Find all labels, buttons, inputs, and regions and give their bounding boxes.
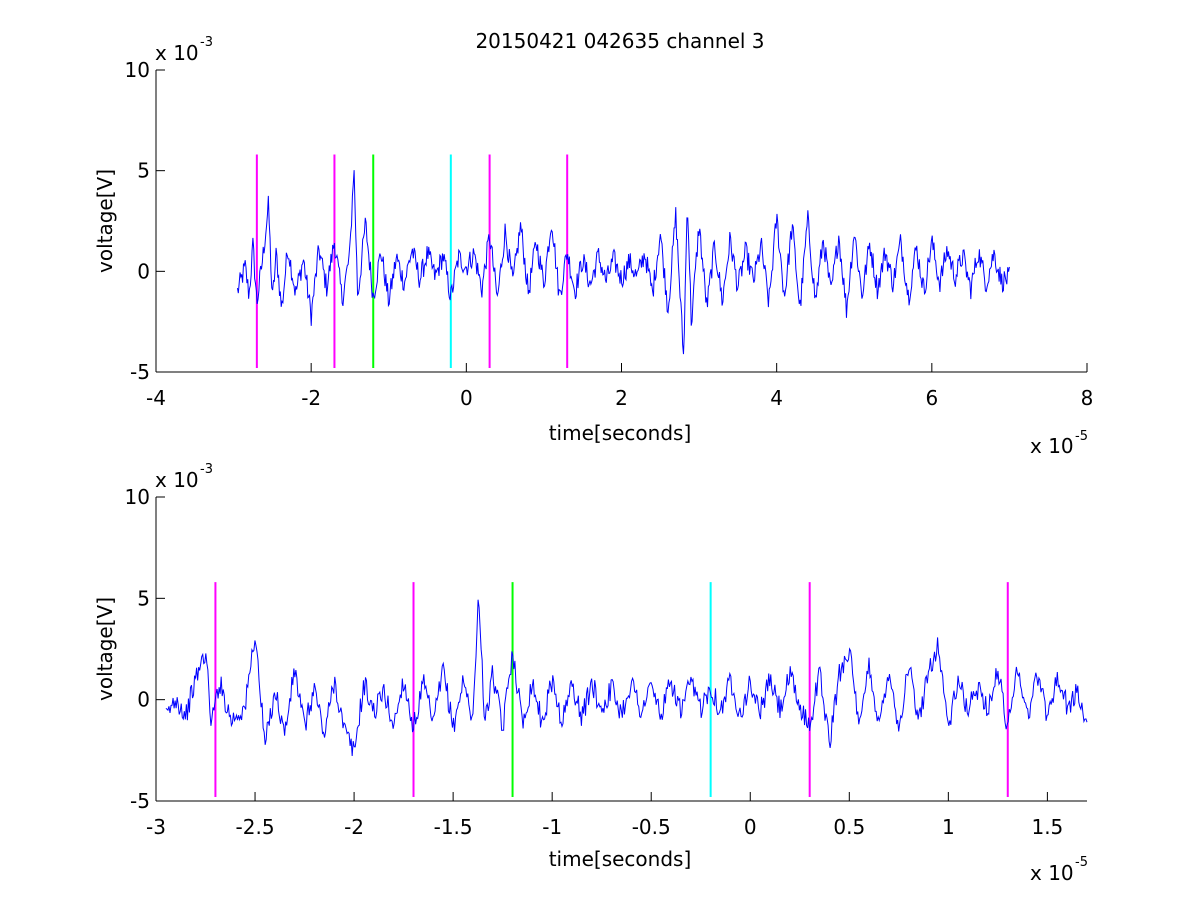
- bottom-plot-x-tick-label: -1.5: [434, 815, 473, 839]
- top-plot-y-exponent-power: -3: [200, 35, 213, 50]
- bottom-plot: -3 -2.5 -2 -1.5 -1 -0.5 0 0.5 1 1.5 -5 0 5 10 time[s…: [93, 462, 1088, 885]
- top-plot-x-tick-label: 6: [925, 386, 938, 410]
- bottom-plot-y-label: voltage[V]: [93, 597, 117, 701]
- top-plot-y-tick-label: 10: [125, 58, 150, 82]
- bottom-plot-x-ticks: -3 -2.5 -2 -1.5 -1 -0.5 0 0.5 1 1.5: [146, 792, 1063, 839]
- top-plot-y-ticks: -5 0 5 10: [125, 58, 165, 384]
- bottom-plot-x-tick-label: 1.5: [1031, 815, 1063, 839]
- bottom-plot-x-label: time[seconds]: [549, 847, 692, 871]
- bottom-plot-series: [165, 599, 1088, 757]
- top-plot-x-exponent-base: x 10: [1030, 434, 1074, 458]
- top-plot-x-tick-label: 2: [615, 386, 628, 410]
- figure-title: 20150421 042635 channel 3: [475, 29, 764, 53]
- bottom-plot-x-tick-label: -2: [344, 815, 364, 839]
- bottom-plot-x-tick-label: 1: [942, 815, 955, 839]
- bottom-plot-x-tick-label: 0.5: [833, 815, 865, 839]
- bottom-plot-x-exponent-power: -5: [1075, 855, 1088, 870]
- top-plot-y-exponent: x 10 -3: [155, 35, 213, 65]
- top-plot-x-tick-label: 4: [770, 386, 783, 410]
- top-plot-x-ticks: -4 -2 0 2 4 6 8: [146, 363, 1093, 410]
- bottom-plot-x-tick-label: -3: [146, 815, 166, 839]
- top-plot-y-label: voltage[V]: [93, 169, 117, 273]
- top-plot-series: [236, 170, 1010, 355]
- top-plot-signal-line: [236, 170, 1010, 355]
- bottom-plot-markers: [214, 582, 1009, 797]
- top-plot-x-tick-label: 8: [1081, 386, 1094, 410]
- bottom-plot-y-tick-label: 0: [137, 688, 150, 712]
- bottom-plot-y-exponent: x 10 -3: [155, 462, 213, 492]
- top-plot-x-exponent-power: -5: [1075, 429, 1088, 444]
- bottom-plot-x-tick-label: 0: [744, 815, 757, 839]
- top-plot-x-tick-label: -2: [301, 386, 321, 410]
- bottom-plot-y-tick-label: 10: [125, 485, 150, 509]
- bottom-plot-x-tick-label: -2.5: [236, 815, 275, 839]
- top-plot-y-tick-label: -5: [130, 360, 150, 384]
- top-plot-markers: [255, 154, 569, 368]
- bottom-plot-x-tick-label: -1: [542, 815, 562, 839]
- top-plot-x-tick-label: 0: [460, 386, 473, 410]
- bottom-plot-x-exponent-base: x 10: [1030, 861, 1074, 885]
- top-plot-y-tick-label: 5: [137, 159, 150, 183]
- top-plot-x-exponent: x 10 -5: [1030, 429, 1088, 458]
- top-plot-x-label: time[seconds]: [549, 421, 692, 445]
- bottom-plot-signal-line: [165, 599, 1088, 757]
- bottom-plot-y-tick-label: 5: [137, 586, 150, 610]
- top-plot-y-tick-label: 0: [137, 259, 150, 283]
- bottom-plot-x-tick-label: -0.5: [632, 815, 671, 839]
- bottom-plot-x-exponent: x 10 -5: [1030, 855, 1088, 885]
- bottom-plot-y-tick-label: -5: [130, 789, 150, 813]
- top-plot-y-exponent-base: x 10: [155, 41, 199, 65]
- bottom-plot-y-exponent-power: -3: [200, 462, 213, 477]
- top-plot: -4 -2 0 2 4 6 8 -5 0 5 10 time[seconds] voltage[V…: [93, 35, 1093, 458]
- top-plot-x-tick-label: -4: [146, 386, 166, 410]
- bottom-plot-axes: [155, 497, 1087, 802]
- bottom-plot-y-ticks: -5 0 5 10: [125, 485, 165, 813]
- bottom-plot-y-exponent-base: x 10: [155, 468, 199, 492]
